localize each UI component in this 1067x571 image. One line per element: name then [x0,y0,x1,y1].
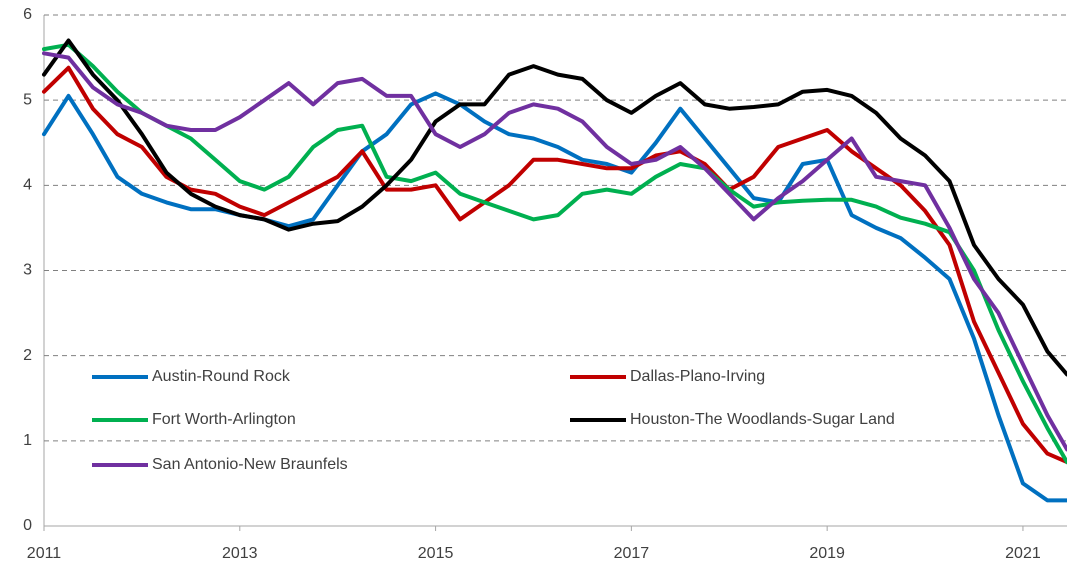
series-line [42,65,1067,465]
y-tick-label: 6 [23,6,32,23]
x-tick-label: 2017 [614,545,650,562]
x-tick-label: 2013 [222,545,258,562]
y-tick-label: 5 [23,91,32,108]
legend-label: Dallas-Plano-Irving [630,368,765,385]
x-tick-label: 2019 [809,545,845,562]
series-line [42,51,1067,452]
y-tick-label: 2 [23,347,32,364]
series-line [42,42,1067,465]
legend-label: San Antonio-New Braunfels [152,456,348,473]
legend-label: Houston-The Woodlands-Sugar Land [630,411,895,428]
y-tick-label: 0 [23,517,32,534]
y-tick-label: 4 [23,177,32,194]
x-tick-label: 2011 [27,545,62,562]
legend-label: Austin-Round Rock [152,368,291,385]
legend-label: Fort Worth-Arlington [152,411,296,428]
series-line [42,91,1067,503]
x-tick-label: 2015 [418,545,454,562]
x-tick-label: 2021 [1005,545,1041,562]
y-tick-label: 3 [23,262,32,279]
series-line [42,38,1067,377]
y-tick-label: 1 [23,432,32,449]
